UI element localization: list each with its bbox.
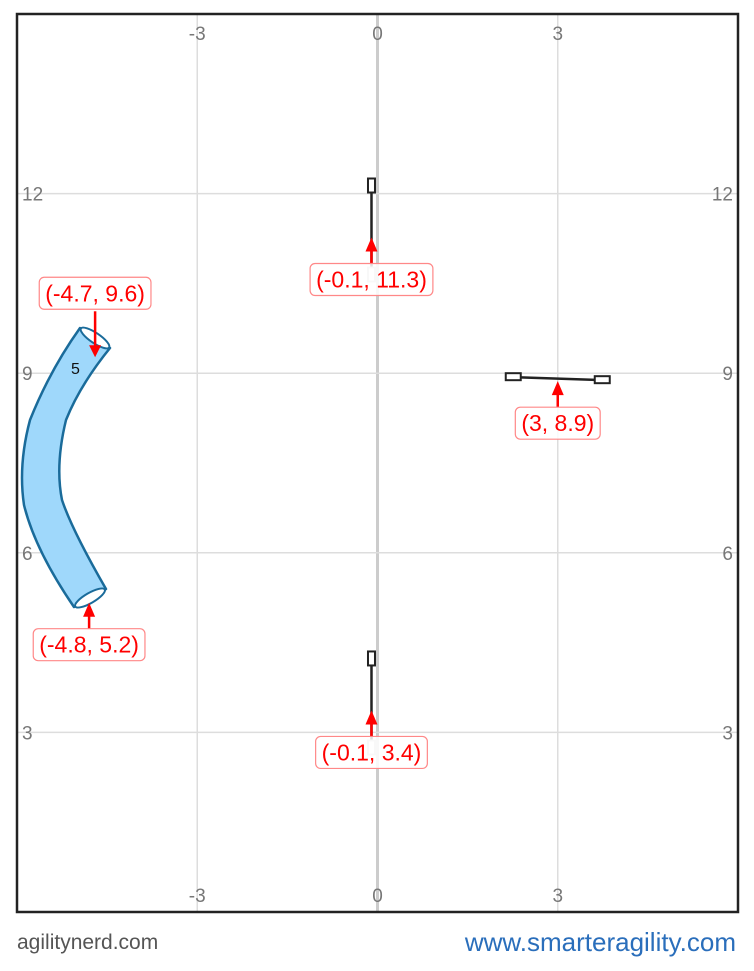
label-box [315,735,428,770]
label-text: (3, 8.9) [521,410,594,436]
label-arrow-head [365,710,378,725]
label-box [32,628,146,662]
tunnel-opening-bottom [74,587,106,609]
tick-labels: -3 -3 0 0 3 3 3 3 6 6 9 9 12 12 [22,24,733,907]
label-box [514,406,601,440]
y-tick-label-right: 3 [722,723,733,744]
label-text: (-4.8, 5.2) [39,632,139,658]
x-tick-label-top: -3 [189,24,206,45]
jump-wing-top [366,177,376,194]
x-tick-label-top: 3 [552,24,563,45]
label-text: (-0.1, 11.3) [316,267,427,293]
jump-wing-right [593,375,611,385]
coordinate-label: (-0.1, 11.3) [309,237,434,297]
jump-wing-left [504,372,522,382]
y-tick-label-left: 6 [22,544,33,565]
coordinate-label: (-0.1, 3.4) [315,710,428,770]
y-tick-label-left: 12 [22,185,43,206]
jump-bar [512,375,603,382]
y-tick-label-right: 6 [722,544,733,565]
x-tick-label-bottom: 0 [372,886,383,907]
plot-frame [15,12,740,914]
tunnel-number: 5 [71,361,80,378]
jump [504,372,611,385]
course-map: -3 -3 0 0 3 3 3 3 6 6 9 9 12 12 5 (-0.1, 11.3) (3, 8.9… [15,12,740,914]
label-arrow-head [83,602,96,617]
label-text: (-0.1, 3.4) [322,739,422,765]
x-tick-label-top: 0 [372,24,383,45]
y-tick-label-left: 3 [22,723,33,744]
footer-agilitynerd[interactable]: agilitynerd.com [17,931,159,954]
coordinate-label: (-4.7, 9.6) [38,276,152,358]
label-arrow-head [89,345,102,358]
label-text: (-4.7, 9.6) [45,280,145,306]
coordinate-label: (-4.8, 5.2) [32,602,146,662]
grid [17,14,738,912]
tunnel-body [20,326,112,609]
label-box [309,262,434,297]
y-tick-label-right: 12 [712,185,733,206]
label-arrow-head [365,237,378,252]
y-tick-label-right: 9 [722,364,733,385]
coordinate-labels: (-0.1, 11.3) (3, 8.9) (-0.1, 3.4) (-4.7, 9.… [32,237,601,770]
x-tick-label-bottom: -3 [189,886,206,907]
y-tick-label-left: 9 [22,364,33,385]
tunnel: 5 [20,326,112,609]
jump-wing-top [366,650,376,667]
label-box [38,276,152,310]
coordinate-label: (3, 8.9) [514,381,601,440]
x-tick-label-bottom: 3 [552,886,563,907]
label-arrow-head [551,381,564,396]
footer-smarteragility[interactable]: www.smarteragility.com [464,927,736,957]
